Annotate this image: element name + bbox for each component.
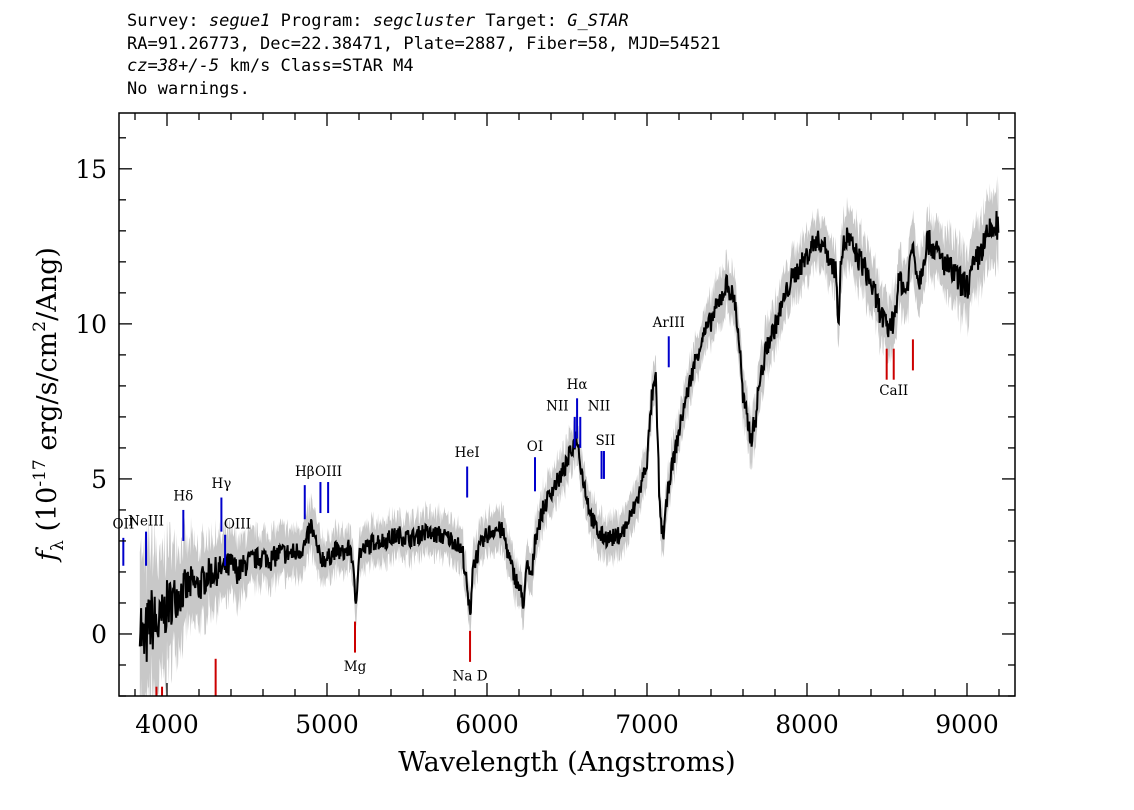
x-tick-label: 7000: [615, 710, 679, 739]
error-band-layer: [139, 175, 999, 696]
x-tick-label: 9000: [935, 710, 999, 739]
x-tick-label: 4000: [135, 710, 199, 739]
y-axis-label-gap: [32, 451, 63, 460]
y-axis-label-exp: -17: [30, 459, 50, 486]
y-axis-label-pre-text: (10: [32, 487, 63, 532]
header-line-redshift: cz=38+/-5 km/s Class=STAR M4: [127, 55, 721, 78]
emission-line-label: SII: [595, 433, 615, 449]
y-tick-label: 15: [75, 155, 107, 184]
header-line-survey: Survey: segue1 Program: segcluster Targe…: [127, 10, 721, 33]
x-tick-label: 5000: [295, 710, 359, 739]
flux-line: [138, 210, 1000, 662]
emission-line-label: NII: [546, 399, 568, 415]
absorption-line-label: CaII: [879, 383, 908, 399]
emission-line-label: NeIII: [128, 513, 164, 529]
cz-rest: km/s Class=STAR M4: [229, 56, 414, 76]
axis-ticks: [119, 113, 1015, 697]
program-label: Program:: [280, 11, 363, 31]
emission-line-label: Hγ: [211, 476, 231, 492]
spectrum-header: Survey: segue1 Program: segcluster Targe…: [127, 10, 721, 100]
plot-frame: [118, 112, 1016, 697]
survey-label: Survey:: [127, 11, 199, 31]
y-tick-label: 0: [91, 620, 107, 649]
y-tick-label: 5: [91, 465, 107, 494]
spectral-line-markers: [122, 336, 914, 696]
x-tick-label: 8000: [775, 710, 839, 739]
y-axis-label-exp2: 2: [30, 321, 50, 332]
x-tick-label: 6000: [455, 710, 519, 739]
emission-line-label: OIII: [224, 517, 251, 533]
y-axis-label-mid: erg/s/cm: [32, 332, 63, 451]
absorption-line-label: Mg: [344, 659, 367, 675]
y-axis-symbol-sub: λ: [48, 540, 68, 551]
emission-line-label: Hδ: [173, 489, 193, 505]
emission-line-label: OI: [527, 439, 543, 455]
y-axis-title: fλ (10-17 erg/s/cm2/Ang): [30, 247, 68, 563]
cz-value: cz=38+/-5: [127, 56, 220, 76]
header-line-coords: RA=91.26773, Dec=22.38471, Plate=2887, F…: [127, 33, 721, 54]
absorption-line-label: Na D: [453, 668, 488, 684]
y-axis-label-post: /Ang): [32, 247, 63, 321]
emission-line-label: ArIII: [652, 315, 685, 331]
header-line-warnings: No warnings.: [127, 78, 250, 99]
emission-line-label: OII: [112, 517, 134, 533]
emission-line-label: HeI: [455, 445, 480, 461]
flux-layer: [138, 210, 1000, 662]
target-label: Target:: [485, 11, 557, 31]
emission-line-label: Hβ: [295, 464, 315, 480]
emission-line-label: Hα: [567, 377, 588, 393]
y-axis-label-pre: [32, 532, 63, 541]
emission-line-label: OIII: [315, 464, 342, 480]
axis-tick-labels: 4000 5000 6000 7000 8000 9000 0 5 10 15: [75, 155, 999, 739]
x-axis-title: Wavelength (Angstroms): [398, 747, 735, 778]
program-value: segcluster: [372, 11, 476, 31]
emission-line-label: NII: [588, 399, 610, 415]
y-tick-label: 10: [75, 310, 107, 339]
survey-value: segue1: [208, 11, 271, 31]
target-value: G_STAR: [567, 11, 629, 31]
flux-error-band: [139, 175, 999, 696]
